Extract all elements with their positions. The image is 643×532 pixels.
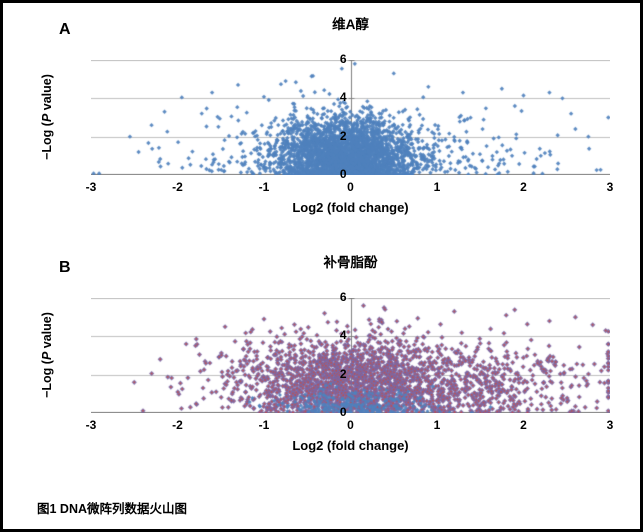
volcano-panel-b: B 补骨脂酚 −Log (P value) Log2 (fold change)… bbox=[3, 247, 640, 479]
panel-letter-a: A bbox=[59, 21, 71, 38]
y-tick-label: 0 bbox=[339, 405, 347, 419]
y-axis-label-italic-p: P bbox=[40, 351, 54, 361]
y-tick-label: 4 bbox=[339, 328, 347, 343]
x-axis-label: Log2 (fold change) bbox=[292, 200, 409, 215]
x-tick-label: 1 bbox=[433, 418, 441, 432]
y-tick-label: 2 bbox=[339, 366, 347, 381]
y-tick-label: 6 bbox=[339, 52, 347, 66]
x-tick-label: -1 bbox=[258, 180, 270, 194]
chart-title-b: 补骨脂酚 bbox=[323, 255, 378, 270]
x-tick-label: 1 bbox=[433, 180, 441, 194]
y-axis-label: −Log (P value) bbox=[40, 312, 54, 398]
figure-caption: 图1 DNA微阵列数据火山图 bbox=[37, 502, 188, 516]
scatter-plot-canvas-b bbox=[91, 298, 610, 413]
y-axis-label-italic-p: P bbox=[40, 113, 54, 123]
y-tick-label: 0 bbox=[339, 167, 347, 181]
y-axis-label-suffix: value) bbox=[40, 312, 54, 352]
x-tick-label: -3 bbox=[85, 418, 97, 432]
x-tick-label: 3 bbox=[606, 418, 614, 432]
scatter-plot-canvas-a bbox=[91, 60, 610, 175]
y-axis-label-prefix: −Log ( bbox=[40, 360, 54, 398]
panel-letter-b: B bbox=[59, 259, 71, 276]
y-tick-label: 4 bbox=[339, 90, 347, 105]
y-tick-label: 2 bbox=[339, 128, 347, 143]
chart-title-a: 维A醇 bbox=[332, 17, 369, 32]
x-axis-label: Log2 (fold change) bbox=[292, 438, 409, 453]
x-tick-label: -2 bbox=[172, 180, 183, 194]
y-axis-label-prefix: −Log ( bbox=[40, 122, 54, 160]
y-axis-label: −Log (P value) bbox=[40, 74, 54, 160]
x-tick-label: 2 bbox=[520, 418, 527, 432]
x-tick-label: -1 bbox=[258, 418, 270, 432]
x-tick-label: -2 bbox=[172, 418, 183, 432]
y-tick-label: 6 bbox=[339, 290, 347, 304]
x-tick-label: 2 bbox=[520, 180, 527, 194]
x-tick-label: -3 bbox=[85, 180, 97, 194]
x-tick-label: 0 bbox=[347, 418, 354, 432]
volcano-panel-a: A 维A醇 −Log (P value) Log2 (fold change) … bbox=[3, 9, 640, 241]
x-tick-label: 0 bbox=[347, 180, 354, 194]
x-tick-label: 3 bbox=[606, 180, 614, 194]
y-axis-label-suffix: value) bbox=[40, 74, 54, 114]
